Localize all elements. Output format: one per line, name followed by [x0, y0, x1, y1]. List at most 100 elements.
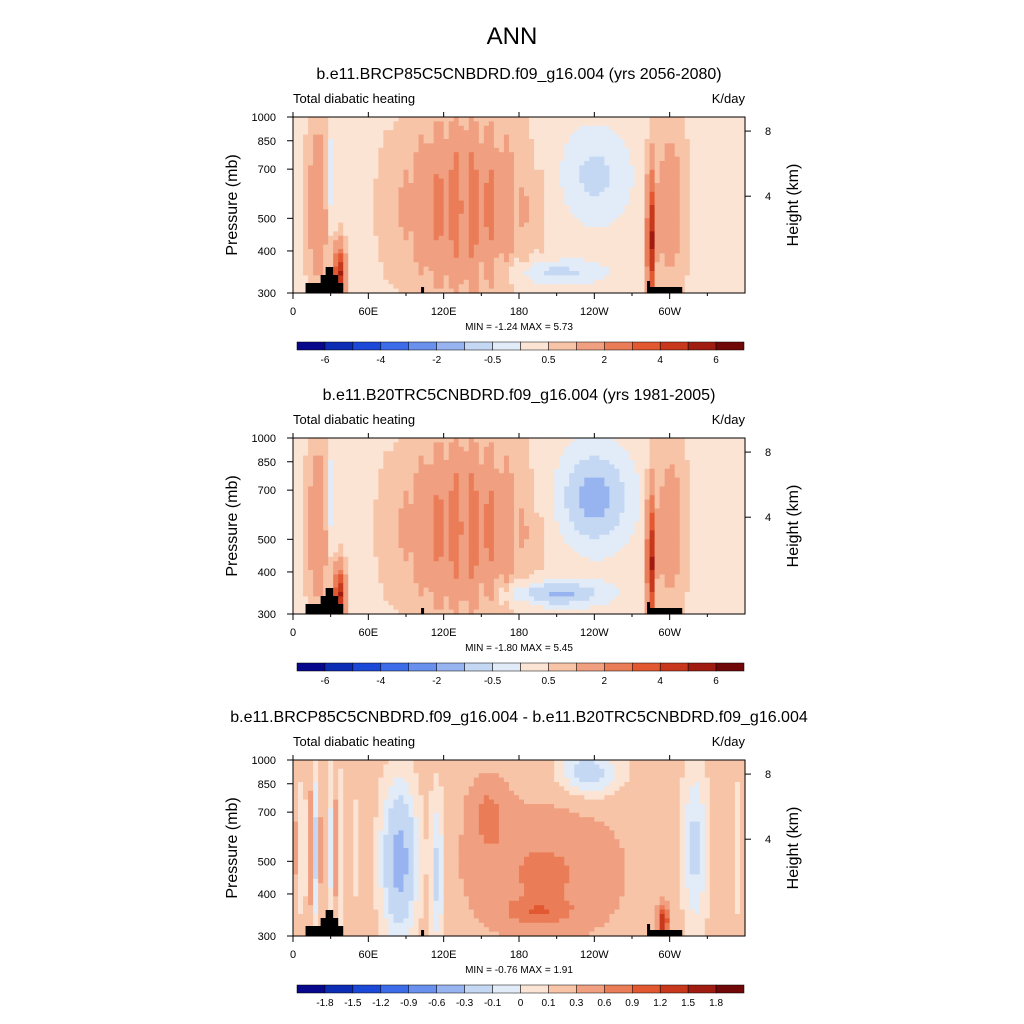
heatmap-cell: [699, 231, 706, 237]
heatmap-cell: [699, 222, 706, 228]
heatmap-cell: [659, 209, 666, 215]
heatmap-cell: [694, 468, 701, 474]
heatmap-cell: [574, 495, 580, 501]
heatmap-cell: [403, 477, 410, 483]
heatmap-cell: [604, 495, 610, 501]
heatmap-cell: [358, 130, 364, 136]
heatmap-cell: [398, 156, 405, 162]
heatmap-cell: [664, 464, 671, 470]
heatmap-cell: [438, 147, 445, 153]
heatmap-cell: [519, 468, 525, 474]
heatmap-cell: [293, 187, 299, 193]
heatmap-cell: [318, 200, 324, 206]
heatmap-cell: [719, 482, 726, 487]
heatmap-cell: [694, 477, 701, 483]
heatmap-cell: [398, 284, 405, 290]
heatmap-cell: [644, 482, 651, 487]
heatmap-cell: [313, 442, 319, 448]
heatmap-cell: [734, 209, 741, 215]
heatmap-cell: [393, 200, 400, 206]
heatmap-cell: [579, 121, 585, 127]
heatmap-cell: [493, 156, 500, 162]
heatmap-cell: [674, 262, 681, 268]
heatmap-cell: [453, 134, 460, 140]
heatmap-cell: [704, 125, 711, 131]
heatmap-cell: [569, 130, 575, 136]
heatmap-cell: [338, 446, 344, 452]
heatmap-cell: [569, 464, 575, 470]
heatmap-cell: [534, 257, 540, 263]
heatmap-cell: [443, 486, 450, 492]
heatmap-cell: [704, 165, 711, 171]
heatmap-cell: [473, 152, 480, 158]
heatmap-cell: [584, 284, 590, 290]
heatmap-cell: [303, 187, 309, 193]
heatmap-cell: [483, 222, 490, 228]
heatmap-cell: [423, 147, 430, 153]
heatmap-cell: [453, 473, 460, 479]
heatmap-cell: [378, 499, 384, 505]
heatmap-cell: [338, 191, 344, 197]
heatmap-cell: [438, 134, 445, 140]
heatmap-cell: [318, 442, 324, 448]
heatmap-cell: [438, 191, 445, 197]
heatmap-cell: [513, 253, 520, 259]
heatmap-cell: [634, 121, 641, 127]
heatmap-cell: [664, 477, 671, 483]
colorbar-swatch: [604, 341, 633, 351]
heatmap-cell: [418, 183, 425, 188]
heatmap-cell: [418, 455, 425, 461]
heatmap-cell: [443, 152, 450, 158]
heatmap-cell: [423, 156, 430, 162]
heatmap-cell: [669, 271, 676, 276]
heatmap-cell: [539, 464, 545, 470]
heatmap-cell: [549, 130, 555, 136]
heatmap-cell: [373, 477, 379, 483]
heatmap-cell: [604, 147, 610, 153]
heatmap-cell: [614, 279, 621, 285]
africa-topography: [305, 267, 344, 293]
heatmap-cell: [679, 275, 686, 281]
heatmap-cell: [599, 209, 605, 215]
heatmap-cell: [388, 152, 395, 158]
heatmap-cell: [544, 130, 550, 136]
heatmap-cell: [569, 240, 575, 246]
heatmap-cell: [403, 262, 410, 268]
heatmap-cell: [619, 209, 626, 215]
heatmap-cell: [544, 196, 550, 202]
heatmap-cell: [524, 284, 530, 290]
heatmap-cell: [318, 165, 324, 171]
heatmap-cell: [403, 495, 410, 501]
heatmap-cell: [468, 253, 475, 259]
heatmap-cell: [293, 125, 299, 131]
heatmap-cell: [674, 165, 681, 171]
heatmap-cell: [664, 266, 671, 272]
heatmap-cell: [739, 490, 746, 496]
heatmap-cell: [654, 200, 661, 206]
heatmap-cell: [438, 174, 445, 180]
heatmap-cell: [308, 183, 314, 188]
heatmap-cell: [323, 451, 329, 457]
heatmap-cell: [483, 468, 490, 474]
heatmap-cell: [599, 495, 605, 501]
heatmap-cell: [413, 262, 420, 268]
heatmap-cell: [508, 125, 515, 131]
heatmap-cell: [729, 117, 736, 122]
heatmap-cell: [428, 147, 435, 153]
heatmap-cell: [388, 213, 395, 219]
heatmap-cell: [383, 262, 390, 268]
heatmap-cell: [503, 486, 510, 492]
heatmap-cell: [704, 183, 711, 188]
heatmap-cell: [408, 271, 415, 276]
heatmap-cell: [589, 271, 595, 276]
heatmap-cell: [438, 468, 445, 474]
heatmap-cell: [664, 147, 671, 153]
heatmap-cell: [433, 231, 440, 237]
heatmap-cell: [709, 235, 716, 241]
heatmap-cell: [318, 482, 324, 487]
heatmap-cell: [694, 460, 701, 465]
heatmap-cell: [524, 490, 530, 496]
heatmap-cell: [388, 451, 395, 457]
heatmap-cell: [438, 249, 445, 254]
heatmap-cell: [559, 279, 565, 285]
